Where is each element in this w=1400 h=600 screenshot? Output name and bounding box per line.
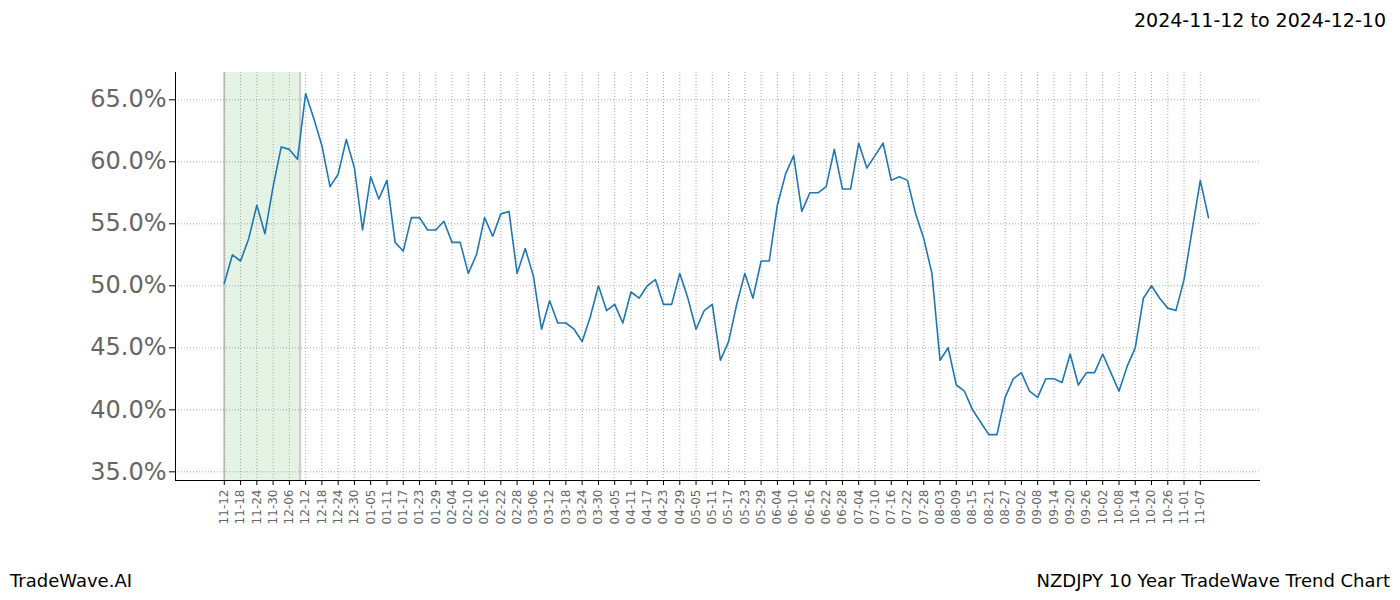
svg-text:09-26: 09-26: [1079, 490, 1093, 525]
svg-text:01-23: 01-23: [412, 490, 426, 525]
svg-text:01-11: 01-11: [380, 490, 394, 525]
svg-text:12-06: 12-06: [282, 490, 296, 525]
svg-text:07-28: 07-28: [917, 490, 931, 525]
svg-text:10-20: 10-20: [1144, 490, 1158, 525]
svg-text:04-05: 04-05: [608, 490, 622, 525]
svg-text:55.0%: 55.0%: [90, 209, 166, 237]
svg-text:05-17: 05-17: [721, 490, 735, 525]
svg-text:04-17: 04-17: [640, 490, 654, 525]
svg-text:10-08: 10-08: [1112, 490, 1126, 525]
svg-text:11-12: 11-12: [217, 490, 231, 525]
svg-text:06-16: 06-16: [803, 490, 817, 525]
svg-text:02-16: 02-16: [477, 490, 491, 525]
html-text:2024-11-12 to 2024-12-10: 2024-11-12 to 2024-12-10: [1134, 9, 1386, 31]
svg-text:11-24: 11-24: [250, 490, 264, 525]
html-text:NZDJPY 10 Year TradeWave Trend: NZDJPY 10 Year TradeWave Trend Chart: [1036, 569, 1390, 591]
svg-text:05-11: 05-11: [705, 490, 719, 525]
svg-text:06-04: 06-04: [770, 490, 784, 525]
svg-text:09-14: 09-14: [1047, 490, 1061, 525]
svg-text:12-18: 12-18: [315, 490, 329, 525]
svg-text:11-30: 11-30: [266, 490, 280, 525]
svg-text:03-12: 03-12: [542, 490, 556, 525]
svg-text:01-29: 01-29: [429, 490, 443, 525]
svg-text:10-14: 10-14: [1128, 490, 1142, 525]
svg-text:05-05: 05-05: [689, 490, 703, 525]
svg-text:02-04: 02-04: [445, 490, 459, 525]
svg-text:05-29: 05-29: [754, 490, 768, 525]
svg-text:08-09: 08-09: [949, 490, 963, 525]
svg-text:08-21: 08-21: [982, 490, 996, 525]
svg-text:12-12: 12-12: [298, 490, 312, 525]
svg-text:07-16: 07-16: [884, 490, 898, 525]
svg-text:05-23: 05-23: [738, 490, 752, 525]
svg-text:09-02: 09-02: [1014, 490, 1028, 525]
svg-text:01-17: 01-17: [396, 490, 410, 525]
svg-text:03-30: 03-30: [591, 490, 605, 525]
svg-text:11-01: 11-01: [1177, 490, 1191, 525]
svg-text:45.0%: 45.0%: [90, 333, 166, 361]
svg-text:40.0%: 40.0%: [90, 395, 166, 423]
svg-text:11-07: 11-07: [1193, 490, 1207, 525]
svg-text:07-22: 07-22: [900, 490, 914, 525]
svg-text:06-22: 06-22: [819, 490, 833, 525]
svg-text:10-02: 10-02: [1096, 490, 1110, 525]
svg-text:09-08: 09-08: [1030, 490, 1044, 525]
svg-text:03-18: 03-18: [559, 490, 573, 525]
svg-text:04-29: 04-29: [673, 490, 687, 525]
svg-text:02-28: 02-28: [510, 490, 524, 525]
svg-text:07-10: 07-10: [868, 490, 882, 525]
svg-text:06-28: 06-28: [835, 490, 849, 525]
svg-text:06-10: 06-10: [786, 490, 800, 525]
svg-text:02-22: 02-22: [494, 490, 508, 525]
svg-text:08-03: 08-03: [933, 490, 947, 525]
svg-text:08-27: 08-27: [998, 490, 1012, 525]
svg-text:12-30: 12-30: [347, 490, 361, 525]
svg-text:04-23: 04-23: [656, 490, 670, 525]
svg-text:04-11: 04-11: [624, 490, 638, 525]
svg-text:35.0%: 35.0%: [90, 457, 166, 485]
svg-text:11-18: 11-18: [233, 490, 247, 525]
svg-text:02-10: 02-10: [461, 490, 475, 525]
svg-text:08-15: 08-15: [965, 490, 979, 525]
svg-text:12-24: 12-24: [331, 490, 345, 525]
svg-text:07-04: 07-04: [852, 490, 866, 525]
svg-text:65.0%: 65.0%: [90, 85, 166, 113]
html-text:TradeWave.AI: TradeWave.AI: [10, 569, 132, 591]
svg-text:03-24: 03-24: [575, 490, 589, 525]
svg-text:09-20: 09-20: [1063, 490, 1077, 525]
svg-text:10-26: 10-26: [1161, 490, 1175, 525]
svg-text:50.0%: 50.0%: [90, 271, 166, 299]
svg-text:03-06: 03-06: [526, 490, 540, 525]
svg-text:01-05: 01-05: [364, 490, 378, 525]
svg-text:60.0%: 60.0%: [90, 147, 166, 175]
